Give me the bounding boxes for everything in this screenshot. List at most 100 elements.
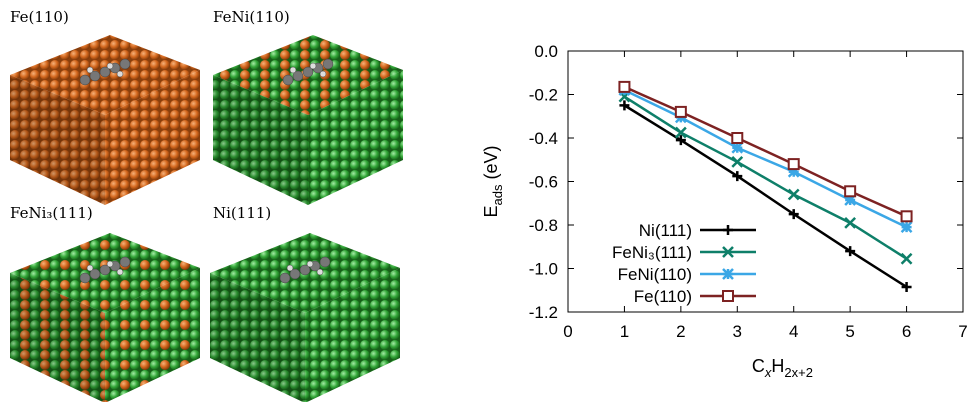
marker — [722, 290, 734, 302]
marker — [845, 246, 856, 257]
marker — [731, 141, 744, 154]
molecule-atom — [289, 66, 297, 74]
molecule-atom — [299, 264, 311, 276]
x-label-part: C — [752, 356, 765, 376]
marker — [731, 132, 744, 144]
y-label-part: (eV) — [481, 146, 501, 185]
panel-label: FeNi(110) — [213, 8, 290, 26]
marker — [900, 210, 913, 223]
molecule-atom — [106, 62, 114, 70]
x-tick-label: 0 — [563, 322, 572, 341]
molecule-atom — [79, 272, 91, 284]
y-axis-label: Eads (eV) — [481, 146, 505, 218]
shade — [210, 273, 305, 403]
x-tick-label: 4 — [789, 322, 798, 341]
molecule-atom — [99, 66, 111, 78]
marker — [731, 156, 744, 168]
x-label-part: H — [771, 356, 784, 376]
series — [618, 84, 913, 234]
molecule-atom — [319, 70, 327, 78]
x-axis-label: CxH2x+2 — [752, 356, 813, 380]
panel-label: Ni(111) — [213, 204, 271, 222]
molecule-atom — [302, 66, 314, 78]
marker — [674, 105, 687, 118]
marker — [844, 194, 857, 206]
molecule-atom — [116, 70, 124, 78]
marker — [788, 209, 799, 220]
molecule-atom — [306, 260, 314, 268]
y-tick-label: -0.8 — [529, 216, 558, 235]
y-label-part: E — [481, 205, 501, 217]
y-label-part: ads — [490, 184, 505, 205]
series-line — [623, 104, 908, 289]
series-line — [623, 95, 908, 260]
series — [619, 100, 912, 292]
slab — [10, 233, 200, 403]
molecule-atom — [79, 74, 91, 86]
legend: Ni(111) FeNi₃(111) FeNi(110) Fe(110) — [612, 221, 756, 306]
slab-left — [10, 75, 105, 205]
marker — [844, 216, 857, 229]
marker — [901, 281, 912, 292]
marker — [618, 80, 631, 93]
molecule-atom — [309, 62, 317, 70]
molecule-atom — [119, 58, 131, 70]
molecule-atom — [322, 58, 334, 70]
slab-left — [210, 273, 305, 403]
series-line — [623, 89, 908, 229]
shade — [10, 273, 105, 403]
shade — [10, 75, 105, 205]
legend-label: FeNi(110) — [618, 265, 692, 284]
molecule-atom — [282, 74, 294, 86]
panel-label: Fe(110) — [10, 8, 69, 26]
molecule-atom — [279, 272, 291, 284]
marker — [722, 246, 734, 258]
molecule-atom — [319, 256, 331, 268]
series-line — [623, 85, 908, 218]
y-tick-label: -0.2 — [529, 86, 558, 105]
marker — [900, 252, 913, 265]
molecule-atom — [89, 70, 101, 82]
y-tick-label: -0.4 — [529, 129, 558, 148]
molecule-atom — [86, 66, 94, 74]
y-tick-label: -1.2 — [529, 303, 558, 322]
chart: 0.0 -0.2 -0.4 -0.6 -0.8 -1.0 -1.2 0 1 2 3 4 5 6 7 CxH2x… — [481, 42, 968, 380]
molecule-atom — [116, 268, 124, 276]
x-tick-label: 2 — [676, 322, 685, 341]
slab — [210, 233, 400, 403]
molecule-atom — [86, 264, 94, 272]
y-tick-label: 0.0 — [534, 42, 558, 61]
molecule-atom — [286, 264, 294, 272]
marker — [844, 185, 857, 198]
x-tick-label: 1 — [620, 322, 629, 341]
molecule-atom — [89, 268, 101, 280]
marker — [787, 158, 800, 171]
marker — [619, 100, 630, 111]
marker — [787, 188, 800, 201]
marker — [674, 126, 687, 139]
molecule-atom — [99, 264, 111, 276]
x-tick-label: 6 — [902, 322, 911, 341]
y-tick-label: -0.6 — [529, 173, 558, 192]
surface-renders — [10, 35, 403, 403]
shade — [213, 75, 308, 205]
panel-label: FeNi₃(111) — [10, 204, 93, 222]
molecule-atom — [289, 268, 301, 280]
x-tick-label: 5 — [845, 322, 854, 341]
marker — [787, 165, 800, 178]
molecule-atom — [292, 70, 304, 82]
marker — [675, 135, 686, 146]
marker — [722, 268, 734, 280]
slab — [213, 35, 403, 205]
slab-left — [213, 75, 308, 205]
slab — [10, 35, 200, 205]
marker — [732, 171, 743, 182]
marker — [900, 221, 913, 234]
slab-left — [10, 273, 105, 403]
molecule-atom — [106, 260, 114, 268]
x-tick-label: 7 — [958, 322, 967, 341]
molecule-atom — [119, 256, 131, 268]
legend-label: Fe(110) — [634, 287, 692, 306]
